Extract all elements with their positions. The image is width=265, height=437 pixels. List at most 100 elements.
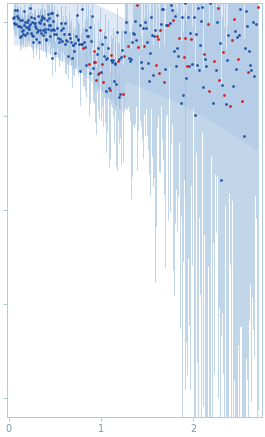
Point <box>12 13 17 20</box>
Point <box>230 37 234 44</box>
Point <box>69 38 73 45</box>
Point <box>49 27 53 34</box>
Point <box>132 31 136 38</box>
Point <box>214 67 218 74</box>
Point <box>50 10 54 17</box>
Point <box>104 55 109 62</box>
Point <box>203 55 207 62</box>
Point <box>34 35 39 42</box>
Point <box>48 10 53 17</box>
Point <box>76 35 81 42</box>
Point <box>232 16 236 23</box>
Point <box>118 90 122 97</box>
Point <box>131 29 135 36</box>
Point <box>54 30 58 37</box>
Point <box>33 22 38 29</box>
Point <box>102 52 106 59</box>
Point <box>112 78 116 85</box>
Point <box>157 70 161 77</box>
Point <box>32 14 37 21</box>
Point <box>68 35 72 42</box>
Point <box>220 81 224 88</box>
Point <box>217 76 221 83</box>
Point <box>28 20 32 27</box>
Point <box>85 33 89 40</box>
Point <box>28 4 32 11</box>
Point <box>29 13 33 20</box>
Point <box>96 44 101 51</box>
Point <box>120 47 124 54</box>
Point <box>204 63 208 70</box>
Point <box>29 29 33 36</box>
Point <box>62 30 66 37</box>
Point <box>65 38 69 45</box>
Point <box>97 69 101 76</box>
Point <box>249 67 253 74</box>
Point <box>155 33 159 40</box>
Point <box>14 6 19 13</box>
Point <box>16 22 21 29</box>
Point <box>70 42 75 49</box>
Point <box>247 48 251 55</box>
Point <box>30 31 34 38</box>
Point <box>116 58 120 65</box>
Point <box>136 44 140 51</box>
Point <box>149 14 153 21</box>
Point <box>40 14 45 21</box>
Point <box>104 88 108 95</box>
Point <box>127 54 131 61</box>
Point <box>87 24 92 31</box>
Point <box>171 47 176 54</box>
Point <box>242 133 246 140</box>
Point <box>19 33 23 40</box>
Point <box>80 40 84 47</box>
Point <box>161 6 165 13</box>
Point <box>234 65 238 72</box>
Point <box>126 43 130 50</box>
Point <box>100 41 105 48</box>
Point <box>139 59 143 66</box>
Point <box>148 49 152 56</box>
Point <box>38 19 42 26</box>
Point <box>250 19 255 26</box>
Point <box>67 31 72 38</box>
Point <box>211 100 215 107</box>
Point <box>100 61 104 68</box>
Point <box>60 37 64 44</box>
Point <box>188 29 193 36</box>
Point <box>216 4 220 11</box>
Point <box>207 88 211 95</box>
Point <box>79 41 83 48</box>
Point <box>57 38 61 45</box>
Point <box>134 37 138 44</box>
Point <box>221 48 225 55</box>
Point <box>105 54 109 61</box>
Point <box>80 5 85 12</box>
Point <box>64 37 68 44</box>
Point <box>192 14 197 21</box>
Point <box>244 8 248 15</box>
Point <box>143 19 147 26</box>
Point <box>201 83 205 90</box>
Point <box>113 60 117 67</box>
Point <box>95 50 99 57</box>
Point <box>74 32 78 39</box>
Point <box>46 26 50 33</box>
Point <box>92 48 96 55</box>
Point <box>33 20 37 27</box>
Point <box>13 7 17 14</box>
Point <box>12 19 16 26</box>
Point <box>17 17 22 24</box>
Point <box>235 34 239 41</box>
Point <box>70 54 74 61</box>
Point <box>41 31 45 38</box>
Point <box>212 57 216 64</box>
Point <box>84 27 89 34</box>
Point <box>117 55 121 62</box>
Point <box>215 18 219 25</box>
Point <box>202 50 206 57</box>
Point <box>15 12 19 19</box>
Point <box>144 25 148 32</box>
Point <box>20 17 24 24</box>
Point <box>163 65 167 72</box>
